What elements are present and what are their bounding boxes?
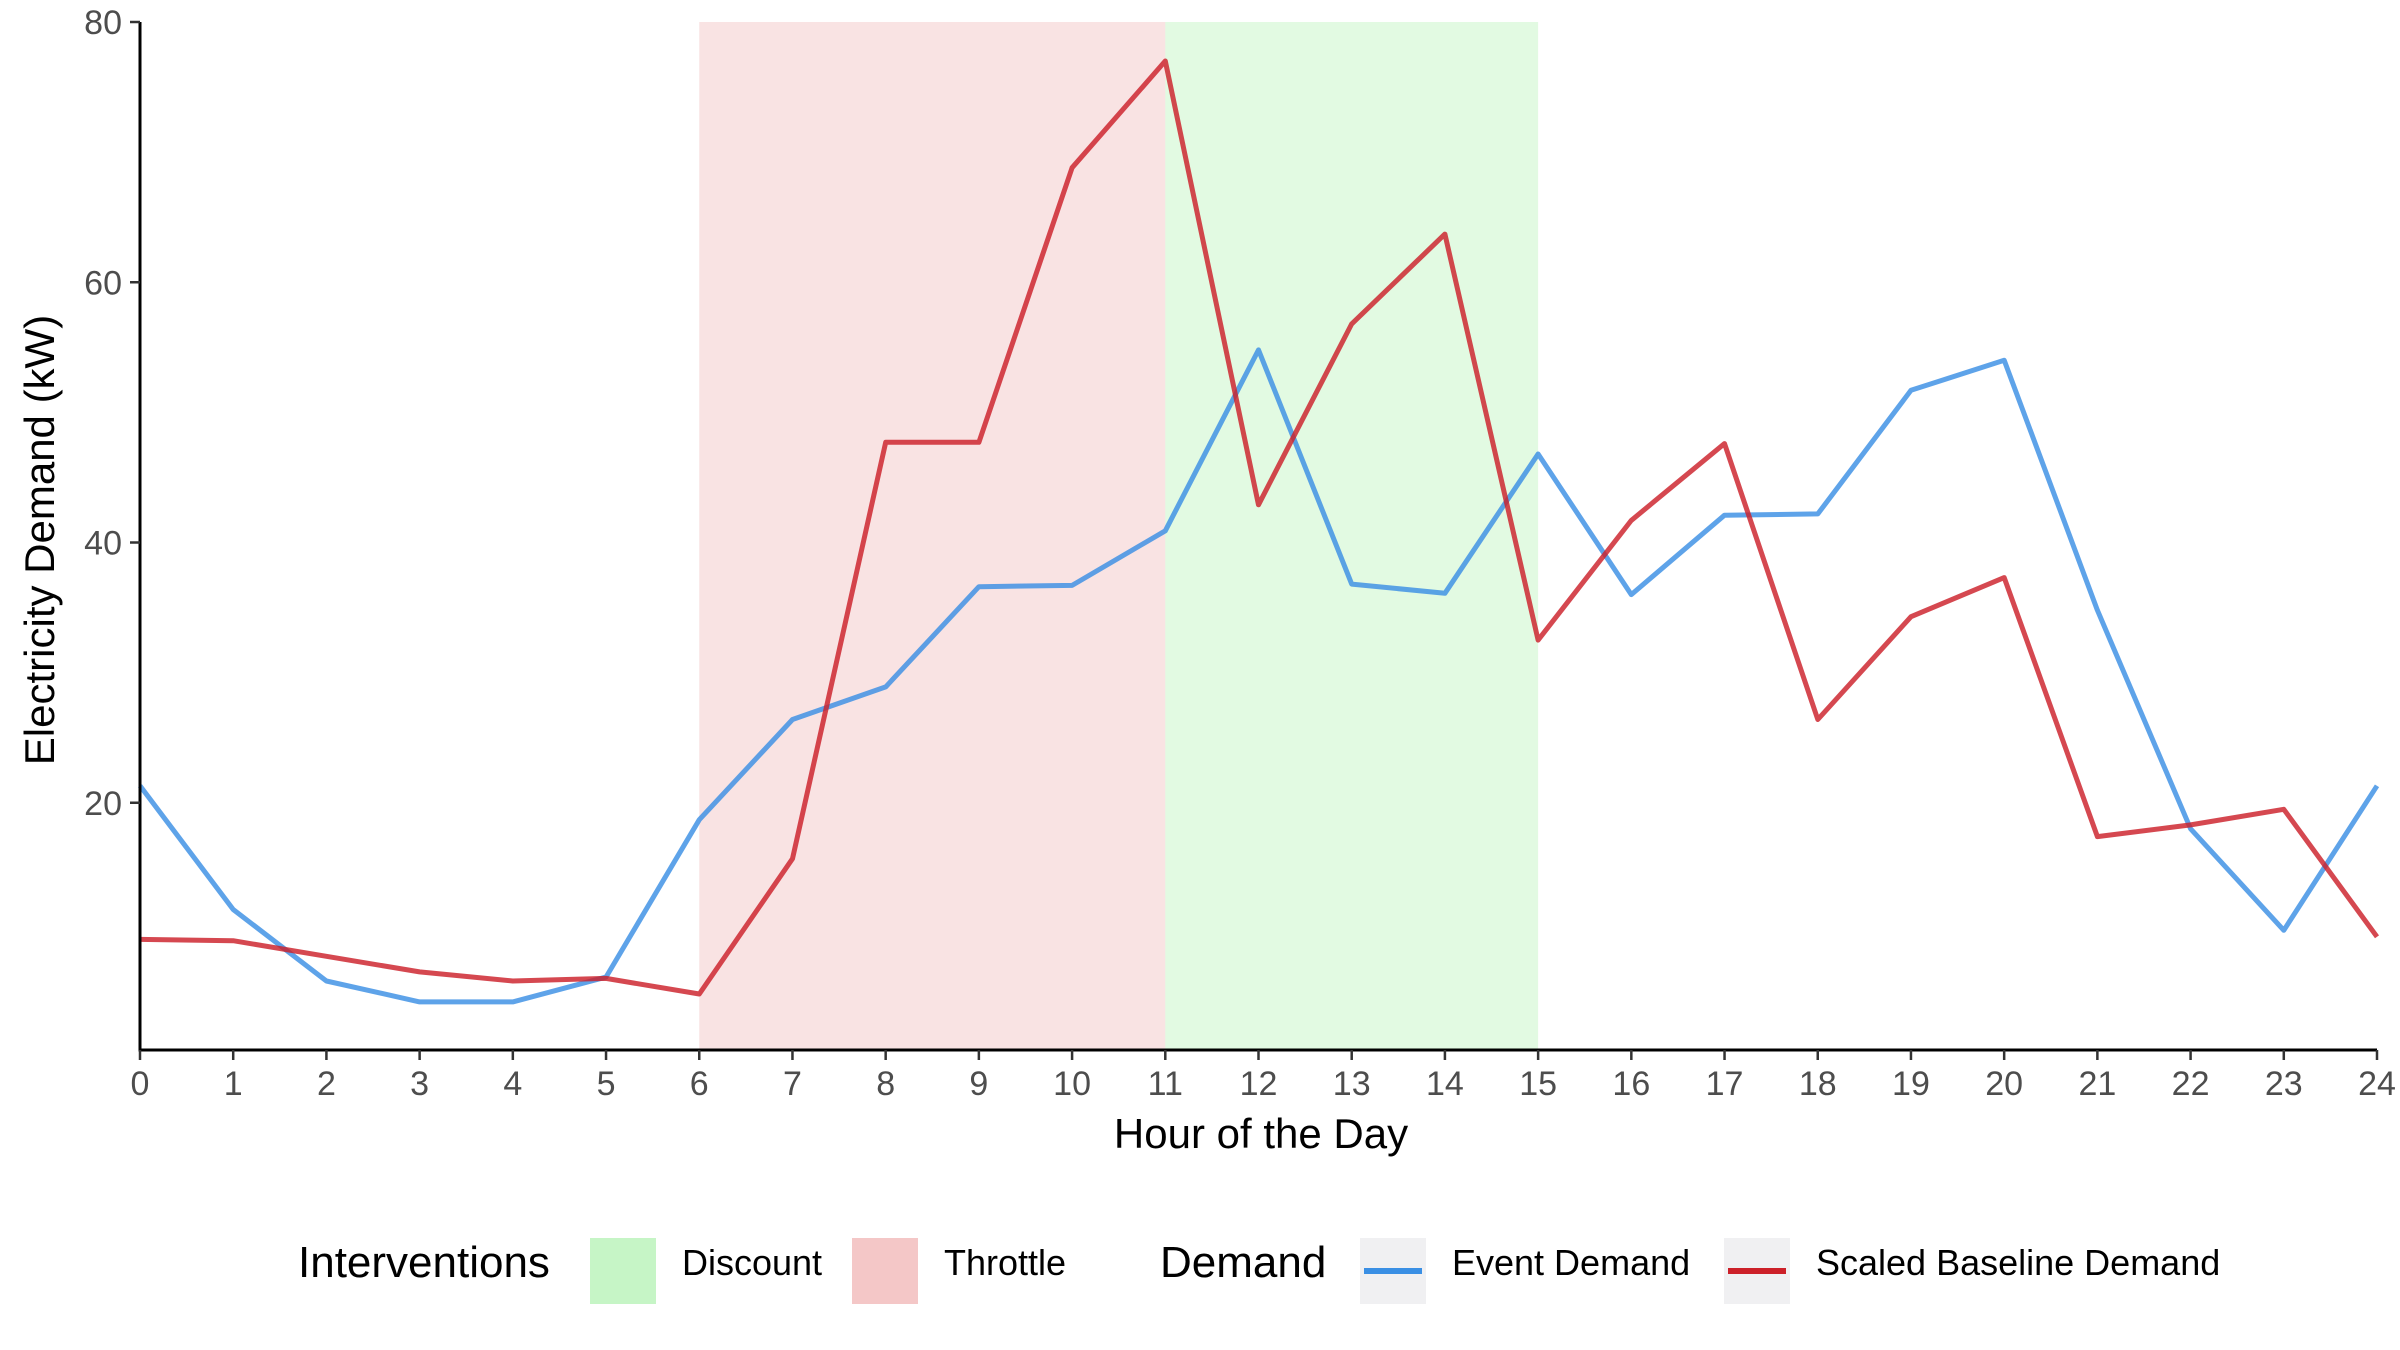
x-tick-label: 7 <box>783 1065 802 1103</box>
shade-discount <box>1165 22 1539 1050</box>
x-tick-label: 14 <box>1426 1065 1464 1103</box>
x-tick-label: 2 <box>317 1065 336 1103</box>
x-tick-label: 19 <box>1892 1065 1930 1103</box>
x-tick-label: 21 <box>2078 1065 2116 1103</box>
x-tick-label: 15 <box>1519 1065 1557 1103</box>
x-tick-label: 20 <box>1985 1065 2023 1103</box>
x-tick-label: 8 <box>876 1065 895 1103</box>
legend-title-demand: Demand <box>1160 1238 1326 1287</box>
legend-label-throttle: Throttle <box>944 1242 1066 1283</box>
x-tick-label: 5 <box>597 1065 616 1103</box>
x-tick-label: 18 <box>1799 1065 1837 1103</box>
y-tick-label: 40 <box>84 525 122 563</box>
x-tick-label: 24 <box>2358 1065 2396 1103</box>
x-axis-title: Hour of the Day <box>1114 1110 1408 1157</box>
x-tick-label: 9 <box>969 1065 988 1103</box>
x-tick-label: 22 <box>2172 1065 2210 1103</box>
x-tick-label: 17 <box>1706 1065 1744 1103</box>
plot-series <box>138 58 2380 1005</box>
x-tick-label: 3 <box>410 1065 429 1103</box>
x-tick-label: 0 <box>131 1065 150 1103</box>
x-tick-label: 12 <box>1240 1065 1278 1103</box>
legend-title-interventions: Interventions <box>298 1238 550 1287</box>
x-tick-label: 11 <box>1148 1065 1183 1103</box>
y-tick-label: 80 <box>84 4 122 42</box>
legend-label-event-demand: Event Demand <box>1452 1242 1690 1283</box>
x-tick-label: 4 <box>503 1065 522 1103</box>
shaded-regions <box>699 22 1539 1050</box>
axes: 0 1 2 3 4 5 6 7 8 9 10 11 12 13 14 15 16 17 18 19 20 21 22 23 24… <box>84 4 2396 1103</box>
x-tick-label: 16 <box>1612 1065 1650 1103</box>
series-line-event-demand <box>138 347 2380 1005</box>
y-tick-label: 60 <box>84 264 122 302</box>
legend-key-throttle <box>852 1238 918 1304</box>
x-tick-label: 13 <box>1333 1065 1371 1103</box>
y-tick-label: 20 <box>84 785 122 823</box>
x-tick-label: 10 <box>1053 1065 1091 1103</box>
legend: Interventions Discount Throttle Demand Event… <box>298 1238 2220 1304</box>
x-tick-label: 6 <box>690 1065 709 1103</box>
x-tick-label: 23 <box>2265 1065 2303 1103</box>
series-line-scaled-baseline-demand <box>139 58 2380 997</box>
y-axis-title: Electricity Demand (kW) <box>16 315 63 765</box>
legend-key-discount <box>590 1238 656 1304</box>
legend-label-scaled-baseline-demand: Scaled Baseline Demand <box>1816 1242 2220 1283</box>
legend-label-discount: Discount <box>682 1242 822 1283</box>
x-tick-label: 1 <box>224 1065 243 1103</box>
